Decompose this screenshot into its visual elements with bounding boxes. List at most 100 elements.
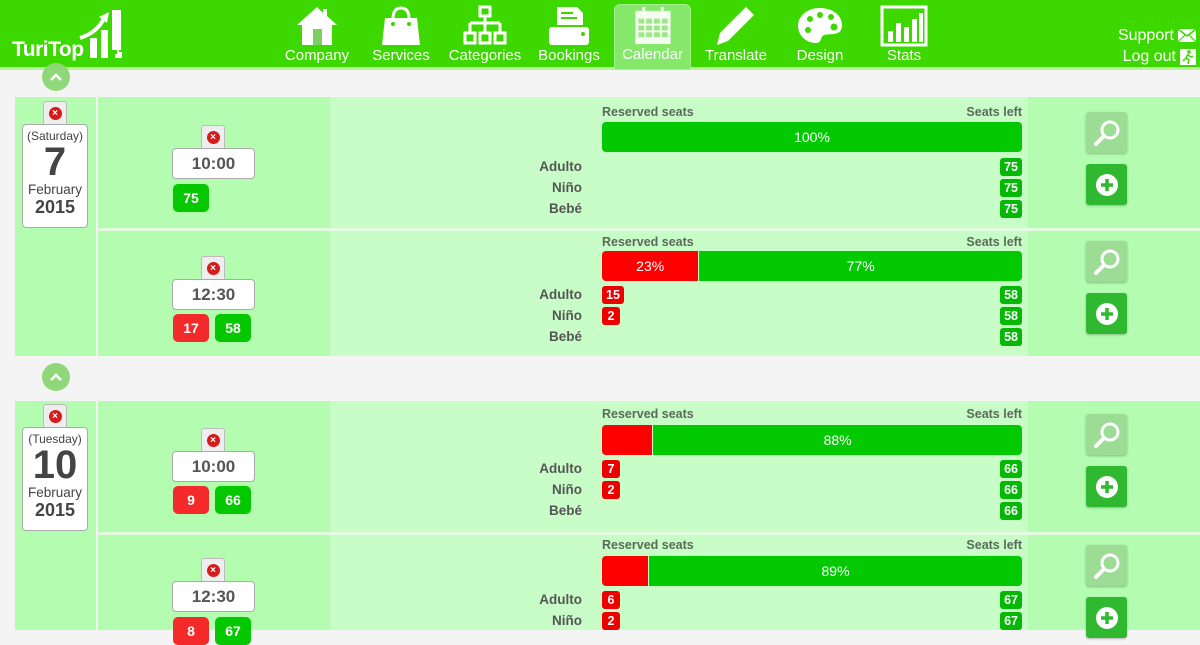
chevron-up-icon <box>50 373 62 381</box>
nav-services[interactable]: Services <box>359 0 443 70</box>
nav-company[interactable]: Company <box>275 0 359 70</box>
category-row: Adulto 7 66 <box>330 460 1022 479</box>
view-bookings-button[interactable] <box>1086 112 1127 153</box>
category-row: Niño 2 67 <box>330 612 1022 631</box>
slot-divider <box>98 228 1200 231</box>
chevron-up-icon <box>50 73 62 81</box>
time-slot: × 12:30 8 67 Reserved seats Seats left 8… <box>98 535 1200 645</box>
reserved-segment <box>602 556 649 586</box>
close-icon: × <box>206 262 220 275</box>
reserved-total-badge: 8 <box>173 617 209 645</box>
bar-chart-icon <box>880 5 928 47</box>
time-slot: × 10:00 9 66 Reserved seats Seats left 8… <box>98 401 1200 532</box>
available-segment: 88% <box>653 425 1022 455</box>
decorative-dots: . . . . . <box>1131 18 1192 24</box>
available-segment: 89% <box>649 556 1022 586</box>
occupancy-bar: 88% <box>602 425 1022 455</box>
shopping-bag-icon <box>382 6 420 45</box>
envelope-icon <box>1178 29 1196 42</box>
category-row: Bebé 66 <box>330 502 1022 521</box>
slot-time[interactable]: 12:30 <box>172 581 255 612</box>
view-bookings-button[interactable] <box>1086 414 1127 455</box>
nav-categories[interactable]: Categories <box>443 0 527 70</box>
slot-time[interactable]: 12:30 <box>172 279 255 310</box>
day-header-strip <box>15 73 1200 97</box>
occupancy-bar: 89% <box>602 556 1022 586</box>
category-row: Bebé 58 <box>330 328 1022 347</box>
slot-time[interactable]: 10:00 <box>172 148 255 179</box>
top-navigation-bar: TuriTop Company Services Categories Book… <box>0 0 1200 70</box>
category-row: Bebé 75 <box>330 200 1022 219</box>
add-booking-button[interactable] <box>1086 164 1127 205</box>
slot-time-column: × 10:00 75 <box>98 97 330 228</box>
available-total-badge: 58 <box>215 314 251 342</box>
delete-slot-button[interactable]: × <box>201 558 225 582</box>
collapse-day-button[interactable] <box>42 363 70 391</box>
delete-slot-button[interactable]: × <box>201 125 225 149</box>
date-card: (Tuesday) 10 February 2015 <box>22 427 88 531</box>
delete-slot-button[interactable]: × <box>201 256 225 280</box>
pencil-icon <box>717 7 754 45</box>
add-booking-button[interactable] <box>1086 597 1127 638</box>
slot-time-column: × 12:30 8 67 <box>98 535 330 645</box>
category-row: Adulto 15 58 <box>330 286 1022 305</box>
slot-occupancy: Reserved seats Seats left 23% 77% Adulto… <box>330 231 1028 356</box>
slot-occupancy: Reserved seats Seats left 88% Adulto 7 6… <box>330 401 1028 532</box>
exit-icon <box>1180 48 1196 65</box>
category-row: Adulto 75 <box>330 158 1022 177</box>
slot-totals: 75 <box>173 184 209 212</box>
add-booking-button[interactable] <box>1086 293 1127 334</box>
nav-stats[interactable]: Stats <box>862 0 946 70</box>
nav-translate[interactable]: Translate <box>694 0 778 70</box>
category-row: Niño 2 66 <box>330 481 1022 500</box>
turitop-logo[interactable]: TuriTop <box>10 8 130 64</box>
category-row: Niño 75 <box>330 179 1022 198</box>
slot-actions <box>1028 231 1200 356</box>
slot-time[interactable]: 10:00 <box>172 451 255 482</box>
plus-circle-icon <box>1095 302 1118 325</box>
close-icon: × <box>206 564 220 577</box>
magnifier-icon <box>1093 120 1119 146</box>
calendar-icon <box>634 6 671 45</box>
slot-time-column: × 12:30 17 58 <box>98 231 330 356</box>
reserved-segment: 23% <box>602 251 699 281</box>
logo-text: TuriTop <box>12 38 84 61</box>
magnifier-icon <box>1093 249 1119 275</box>
collapse-day-button[interactable] <box>42 63 70 91</box>
printer-icon <box>549 7 589 45</box>
reserved-total-badge: 17 <box>173 314 209 342</box>
support-link[interactable]: Support <box>1118 25 1196 46</box>
sitemap-icon <box>463 5 507 45</box>
delete-slot-button[interactable]: × <box>201 428 225 452</box>
close-icon: × <box>48 107 62 120</box>
logo-chart-icon <box>79 10 122 58</box>
view-bookings-button[interactable] <box>1086 545 1127 586</box>
nav-calendar[interactable]: Calendar <box>614 4 691 70</box>
time-slot: × 12:30 17 58 Reserved seats Seats left … <box>98 231 1200 356</box>
slot-totals: 8 67 <box>173 617 251 645</box>
slot-actions <box>1028 401 1200 532</box>
delete-day-button[interactable]: × <box>43 404 67 428</box>
logout-link[interactable]: Log out <box>1118 46 1196 67</box>
nav-design[interactable]: Design <box>778 0 862 70</box>
occupancy-bar: 100% <box>602 122 1022 152</box>
slot-time-column: × 10:00 9 66 <box>98 401 330 532</box>
slot-divider <box>98 532 1200 535</box>
category-row: Adulto 6 67 <box>330 591 1022 610</box>
magnifier-icon <box>1093 422 1119 448</box>
day-column: × (Tuesday) 10 February 2015 <box>15 401 96 630</box>
close-icon: × <box>206 131 220 144</box>
nav-bookings[interactable]: Bookings <box>527 0 611 70</box>
slot-actions <box>1028 535 1200 638</box>
slot-actions <box>1028 97 1200 228</box>
delete-day-button[interactable]: × <box>43 101 67 125</box>
day-column: × (Saturday) 7 February 2015 <box>15 97 96 356</box>
available-total-badge: 67 <box>215 617 251 645</box>
close-icon: × <box>48 410 62 423</box>
user-links: Support Log out <box>1118 25 1196 67</box>
main-nav: Company Services Categories Bookings Cal… <box>275 0 946 70</box>
view-bookings-button[interactable] <box>1086 241 1127 282</box>
reserved-total-badge: 9 <box>173 486 209 514</box>
add-booking-button[interactable] <box>1086 466 1127 507</box>
category-row: Niño 2 58 <box>330 307 1022 326</box>
